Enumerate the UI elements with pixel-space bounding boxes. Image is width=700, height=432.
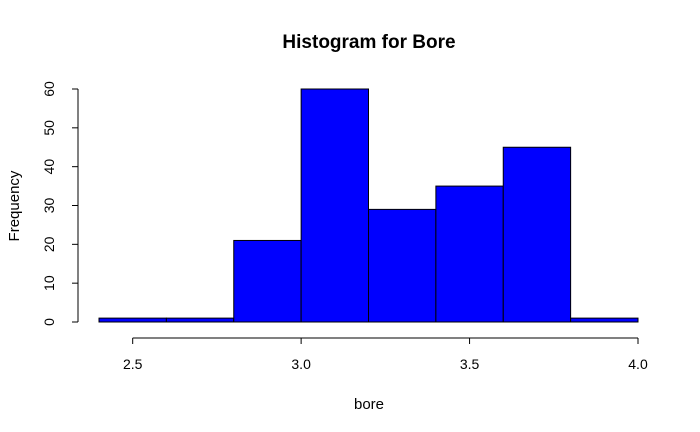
x-tick-label: 3.5 — [460, 356, 480, 372]
y-tick-label: 30 — [41, 198, 57, 214]
y-tick-label: 40 — [41, 159, 57, 175]
chart-title: Histogram for Bore — [282, 32, 455, 53]
x-tick-label: 2.5 — [123, 356, 143, 372]
y-tick-label: 20 — [41, 236, 57, 252]
histogram-bar — [300, 88, 369, 323]
y-tick-label: 50 — [41, 120, 57, 136]
bars-group — [98, 88, 639, 323]
y-axis: 0 10 20 30 40 50 60 — [41, 81, 79, 326]
y-tick-label: 60 — [41, 81, 57, 97]
x-axis-title: bore — [354, 396, 384, 413]
y-tick-label: 0 — [41, 318, 57, 326]
x-tick-label: 3.0 — [291, 356, 311, 372]
histogram-bar — [165, 317, 235, 323]
histogram-bar — [98, 317, 167, 323]
x-axis: 2.5 3.0 3.5 4.0 — [123, 337, 648, 372]
x-tick-label: 4.0 — [628, 356, 648, 372]
y-axis-title: Frequency — [6, 170, 23, 241]
histogram-bar — [233, 239, 302, 323]
y-tick-label: 10 — [41, 275, 57, 291]
histogram-bar — [502, 146, 572, 323]
histogram-bar — [368, 208, 437, 323]
histogram-bar — [435, 185, 504, 323]
histogram-bar — [570, 317, 639, 323]
